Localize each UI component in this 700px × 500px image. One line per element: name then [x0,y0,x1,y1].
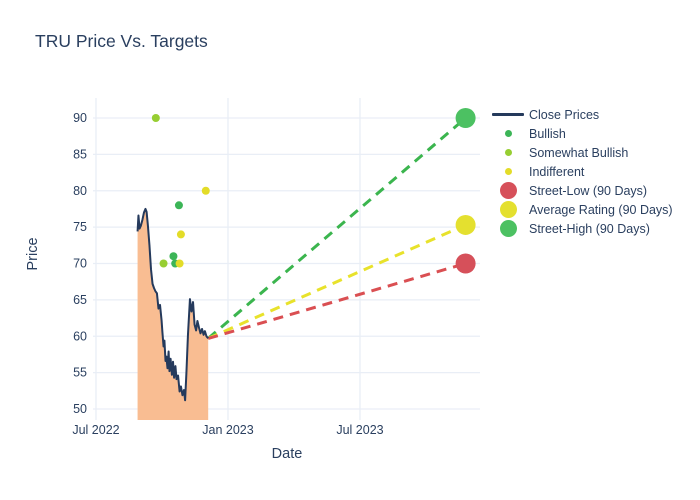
indifferent-point[interactable] [175,259,184,268]
x-tick-label: Jan 2023 [202,423,253,437]
marker-swatch-icon [487,149,529,156]
indifferent-point[interactable] [176,230,185,239]
chart-title: TRU Price Vs. Targets [35,31,208,51]
close-price-fill [137,208,209,420]
legend-item-bullish[interactable]: Bullish [487,124,673,143]
y-tick-label: 75 [73,220,87,234]
x-tick-label: Jul 2022 [72,423,119,437]
projection-street-low [207,262,467,340]
y-tick-label: 65 [73,293,87,307]
legend-item-street-low-90-days[interactable]: Street-Low (90 Days) [487,181,673,200]
marker-swatch-icon [487,182,529,199]
legend: Close Prices Bullish Somewhat Bullish Indif… [487,105,673,238]
projection-street-high [207,116,467,340]
legend-item-somewhat-bullish[interactable]: Somewhat Bullish [487,143,673,162]
y-tick-label: 55 [73,366,87,380]
legend-label: Somewhat Bullish [529,145,629,160]
indifferent-point[interactable] [201,186,210,195]
somewhat-bullish-point[interactable] [159,259,168,268]
legend-label: Street-Low (90 Days) [529,183,648,198]
projection-average-rating [207,223,467,340]
y-tick-label: 70 [73,257,87,271]
line-swatch-icon [487,113,529,116]
legend-label: Indifferent [529,164,585,179]
bullish-point[interactable] [174,201,183,210]
legend-item-close-prices[interactable]: Close Prices [487,105,673,124]
y-tick-label: 50 [73,402,87,416]
legend-item-average-rating-90-days[interactable]: Average Rating (90 Days) [487,200,673,219]
marker-swatch-icon [487,130,529,137]
average-rating-marker[interactable] [455,214,476,235]
y-tick-label: 85 [73,147,87,161]
close-price-line[interactable] [136,207,209,402]
street-high-marker[interactable] [455,108,476,128]
legend-label: Average Rating (90 Days) [529,202,673,217]
legend-item-indifferent[interactable]: Indifferent [487,162,673,181]
x-tick-label: Jul 2023 [336,423,383,437]
marker-swatch-icon [487,201,529,218]
y-tick-label: 80 [73,184,87,198]
legend-label: Street-High (90 Days) [529,221,650,236]
somewhat-bullish-point[interactable] [151,114,160,122]
y-tick-label: 60 [73,329,87,343]
x-axis-title: Date [271,446,303,462]
marker-swatch-icon [487,220,529,237]
y-axis-title: Price [25,237,41,271]
y-tick-label: 90 [73,111,87,125]
marker-swatch-icon [487,168,529,175]
legend-label: Bullish [529,126,566,141]
bullish-point[interactable] [169,252,178,261]
legend-label: Close Prices [529,107,600,122]
street-low-marker[interactable] [455,253,476,274]
legend-item-street-high-90-days[interactable]: Street-High (90 Days) [487,219,673,238]
